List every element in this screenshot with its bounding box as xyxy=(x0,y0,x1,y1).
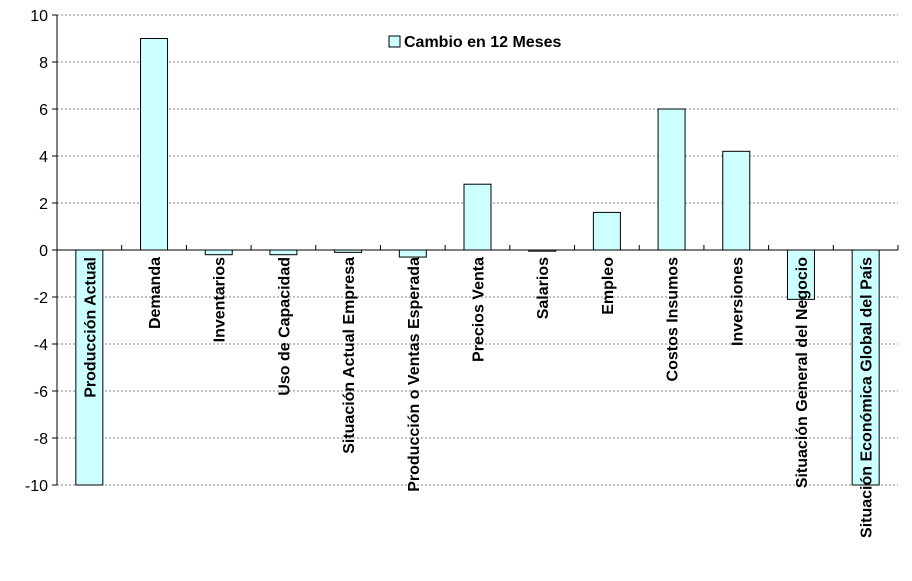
category-label: Uso de Capacidad xyxy=(276,257,293,396)
category-label: Precios Venta xyxy=(471,257,488,362)
bar xyxy=(657,108,686,251)
bar xyxy=(851,249,880,486)
category-label: Situación Económica Global del País xyxy=(859,257,876,538)
category-label: Salarios xyxy=(535,257,552,319)
category-labels: Producción Actual Demanda Inventarios Uso d… xyxy=(82,257,875,538)
bar xyxy=(463,183,492,251)
bar xyxy=(204,249,233,256)
y-tick-label: 8 xyxy=(39,55,48,72)
y-tick-label: 2 xyxy=(39,196,48,213)
category-label: Situación General del Negocio xyxy=(794,257,811,488)
y-tick-label: 6 xyxy=(39,102,48,119)
y-tick-label: -6 xyxy=(34,384,48,401)
category-label: Situación Actual Empresa xyxy=(341,257,358,454)
y-tick-label: -8 xyxy=(34,431,48,448)
bar xyxy=(140,38,169,251)
y-tick-label: 10 xyxy=(30,8,48,25)
bars xyxy=(75,38,880,486)
bar xyxy=(398,249,427,258)
bar xyxy=(592,211,621,251)
y-axis-ticks: 10 8 6 4 2 0 -2 -4 -6 -8 -10 xyxy=(25,8,57,495)
y-tick-label: 0 xyxy=(39,243,48,260)
category-label: Empleo xyxy=(600,257,617,315)
category-label: Demanda xyxy=(147,257,164,329)
category-label: Inversiones xyxy=(729,257,746,346)
y-tick-label: -2 xyxy=(34,290,48,307)
category-label: Inventarios xyxy=(212,257,229,342)
y-tick-label: 4 xyxy=(39,149,48,166)
bar xyxy=(786,249,815,300)
axes xyxy=(56,15,899,485)
bar xyxy=(722,150,751,251)
y-tick-label: -4 xyxy=(34,337,48,354)
legend-label: Cambio en 12 Meses xyxy=(404,34,562,51)
legend-swatch xyxy=(388,35,401,48)
legend: Cambio en 12 Meses xyxy=(388,34,562,51)
category-label: Costos Insumos xyxy=(665,257,682,382)
y-tick-label: -10 xyxy=(25,478,48,495)
category-label: Producción Actual xyxy=(82,257,99,398)
bar xyxy=(269,249,298,256)
category-label: Producción o Ventas Esperada xyxy=(406,257,423,492)
